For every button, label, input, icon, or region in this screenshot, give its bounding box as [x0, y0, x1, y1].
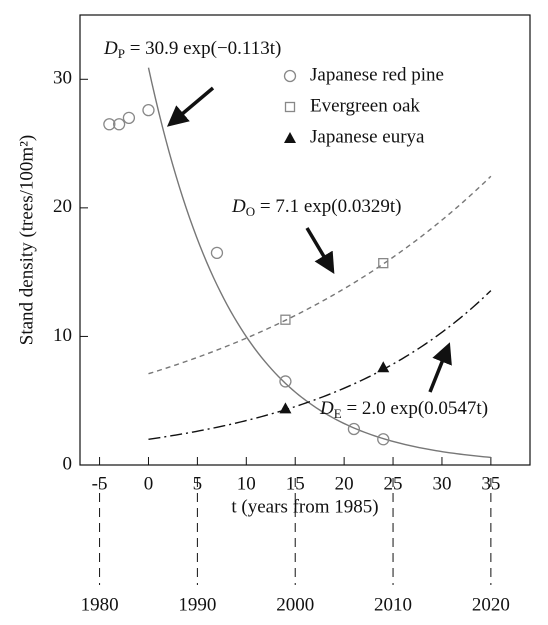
data-point: [280, 314, 291, 325]
fit-expression: = 7.1 exp(0.0329t): [255, 196, 401, 217]
fit-equation: DP = 30.9 exp(−0.113t): [103, 38, 281, 61]
fit-curve: [147, 67, 491, 459]
year-label: 2020: [472, 594, 510, 615]
legend-marker: [284, 101, 296, 113]
data-point: [122, 111, 136, 125]
x-tick-label: 0: [144, 473, 154, 494]
y-tick-label: 30: [53, 68, 72, 89]
data-point: [347, 422, 361, 436]
y-tick-label: 0: [63, 453, 73, 474]
plot-frame: [79, 14, 531, 466]
y-tick-label: 20: [53, 196, 72, 217]
fit-symbol: D: [103, 38, 118, 59]
data-point: [377, 433, 390, 446]
year-label: 2010: [374, 594, 412, 615]
data-point: [279, 402, 292, 414]
data-point: [279, 375, 292, 388]
fit-curve: [148, 290, 492, 440]
x-tick-label: 30: [432, 473, 451, 494]
fit-equation: DE = 2.0 exp(0.0547t): [319, 398, 488, 421]
data-point: [377, 361, 390, 373]
year-label: 1980: [81, 594, 119, 615]
year-label: 1990: [178, 594, 216, 615]
fit-subscript: E: [334, 406, 342, 421]
data-point: [210, 246, 224, 260]
legend-label: Japanese eurya: [310, 126, 425, 147]
y-tick-label: 10: [53, 325, 72, 346]
y-axis-label: Stand density (trees/100m²): [16, 135, 37, 345]
data-point: [142, 103, 155, 117]
fit-subscript: P: [118, 46, 125, 61]
x-axis-label: t (years from 1985): [231, 496, 378, 517]
year-label: 2000: [276, 594, 314, 615]
legend-marker: [283, 69, 297, 83]
x-tick-label: 10: [237, 473, 256, 494]
data-point: [112, 118, 126, 131]
x-tick-label: 20: [335, 473, 354, 494]
arrow: [166, 86, 215, 127]
fit-expression: = 2.0 exp(0.0547t): [342, 398, 488, 419]
legend-marker: [284, 132, 296, 143]
fit-symbol: D: [231, 196, 246, 217]
data-point: [378, 257, 389, 269]
legend-label: Japanese red pine: [310, 64, 444, 85]
fit-symbol: D: [319, 398, 334, 419]
data-point: [103, 118, 116, 131]
fit-equation: DO = 7.1 exp(0.0329t): [231, 196, 401, 219]
fit-subscript: O: [246, 204, 255, 219]
legend-label: Evergreen oak: [310, 95, 420, 116]
arrow: [428, 342, 452, 393]
fit-expression: = 30.9 exp(−0.113t): [125, 38, 281, 59]
arrow: [305, 227, 335, 275]
